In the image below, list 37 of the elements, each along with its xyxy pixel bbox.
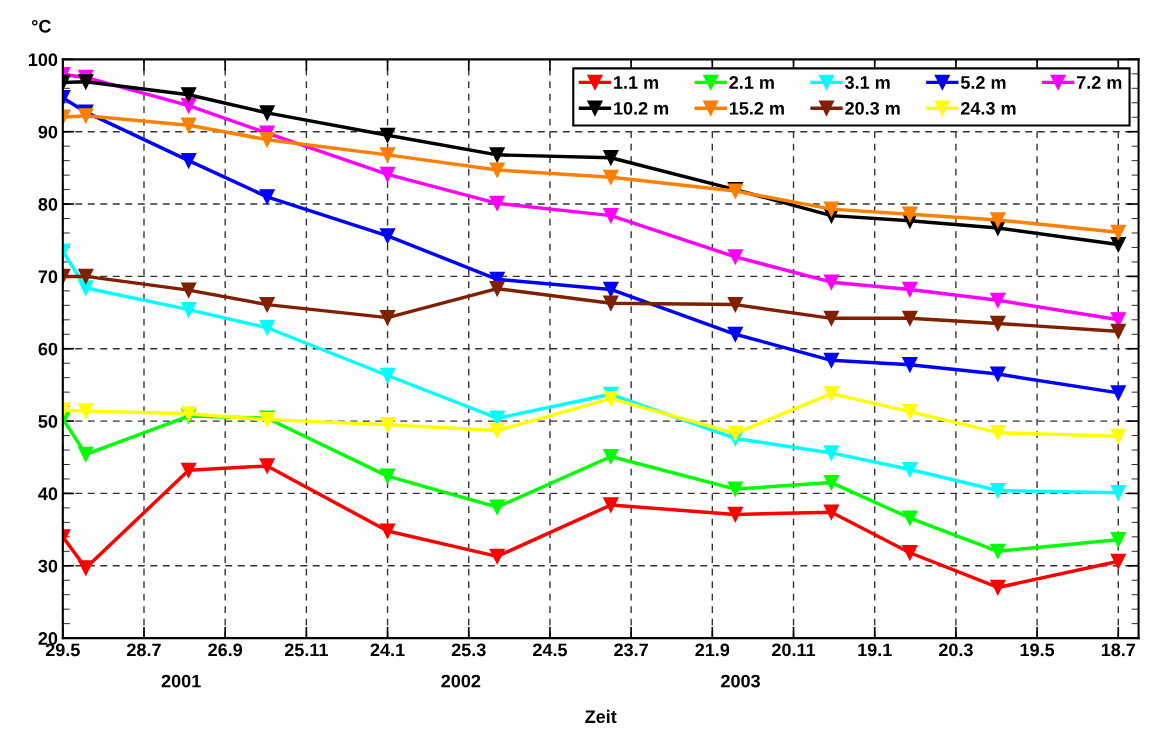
y-tick-label: 90 <box>38 125 58 139</box>
x-tick-label: 18.7 <box>1101 643 1136 657</box>
y-tick-label: 50 <box>38 415 58 428</box>
legend-label: 3.1 m <box>844 76 890 89</box>
legend-label: 15.2 m <box>729 101 784 115</box>
legend-label: 10.2 m <box>614 101 669 115</box>
y-tick-label: 30 <box>38 559 58 573</box>
x-tick-label: 20.11 <box>772 643 816 657</box>
x-tick-label: 25.3 <box>451 643 486 657</box>
y-tick-label: 100 <box>28 53 58 67</box>
y-tick-label: 60 <box>38 342 58 356</box>
text: 2003 <box>721 674 760 688</box>
y-tick-label: 40 <box>38 487 58 501</box>
legend-label: 2.1 m <box>729 76 774 89</box>
x-tick-label: 25.11 <box>284 643 328 657</box>
x-tick-label: 20.3 <box>938 643 973 657</box>
x-tick-label: 23.7 <box>614 643 648 657</box>
legend-label: 1.1 m <box>614 76 659 89</box>
x-tick-label: 24.5 <box>533 643 568 657</box>
x-tick-label: 24.1 <box>370 643 405 657</box>
legend-label: 24.3 m <box>960 101 1016 115</box>
legend-label: 20.3 m <box>845 101 900 115</box>
y-axis-title: °C <box>31 19 51 33</box>
legend-label: 7.2 m <box>1076 76 1122 89</box>
x-tick-label: 28.7 <box>127 643 161 657</box>
y-tick-label: 80 <box>38 197 58 211</box>
x-tick-label: 19.5 <box>1020 643 1055 657</box>
x-axis-title: Zeit <box>585 709 617 724</box>
x-tick-label: 26.9 <box>208 643 243 657</box>
y-tick-label: 70 <box>38 270 58 284</box>
legend-label: 5.2 m <box>960 76 1006 89</box>
x-tick-label: 21.9 <box>695 643 730 657</box>
text: 2002 <box>441 674 481 688</box>
y-tick-label: 20 <box>38 632 58 645</box>
x-tick-label: 29.5 <box>45 643 80 657</box>
x-tick-label: 19.1 <box>858 643 892 657</box>
text: 2001 <box>161 674 201 688</box>
